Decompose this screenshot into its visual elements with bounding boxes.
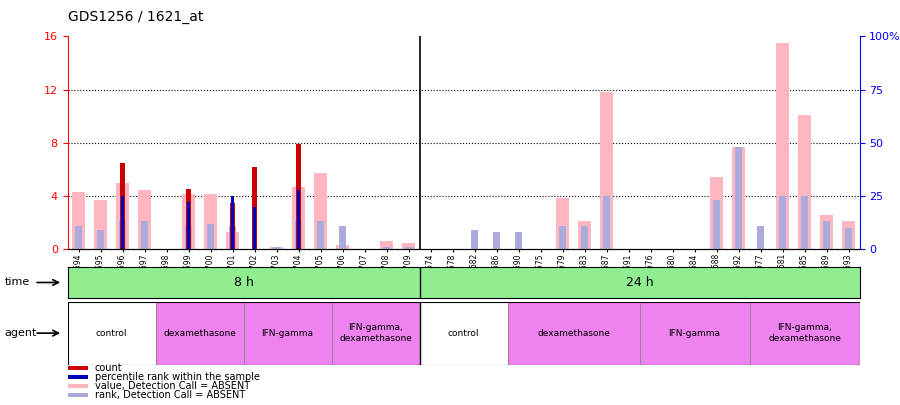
- Text: IFN-gamma: IFN-gamma: [262, 328, 313, 338]
- Bar: [185, 226, 192, 249]
- Bar: [244, 302, 331, 365]
- Bar: [339, 226, 346, 249]
- Bar: [252, 167, 257, 249]
- Bar: [68, 302, 156, 365]
- Bar: [842, 222, 854, 249]
- Bar: [227, 232, 239, 249]
- Bar: [405, 247, 412, 249]
- Text: dexamethasone: dexamethasone: [163, 328, 236, 338]
- Bar: [735, 147, 742, 249]
- Bar: [141, 222, 148, 249]
- Bar: [76, 226, 82, 249]
- Bar: [419, 267, 870, 298]
- Text: IFN-gamma,
dexamethasone: IFN-gamma, dexamethasone: [768, 324, 841, 343]
- Text: rank, Detection Call = ABSENT: rank, Detection Call = ABSENT: [94, 390, 245, 400]
- Bar: [579, 222, 590, 249]
- Bar: [97, 230, 104, 249]
- Bar: [824, 222, 830, 249]
- Bar: [733, 147, 744, 249]
- Bar: [402, 243, 415, 249]
- Bar: [600, 92, 613, 249]
- Bar: [419, 302, 508, 365]
- Text: control: control: [95, 328, 127, 338]
- Text: IFN-gamma: IFN-gamma: [669, 328, 721, 338]
- Bar: [274, 247, 280, 249]
- Bar: [314, 173, 327, 249]
- Bar: [801, 196, 808, 249]
- Bar: [295, 222, 302, 249]
- Bar: [713, 200, 720, 249]
- Bar: [94, 200, 106, 249]
- Bar: [292, 188, 304, 249]
- Text: dexamethasone: dexamethasone: [537, 328, 610, 338]
- Bar: [116, 183, 129, 249]
- Text: GDS1256 / 1621_at: GDS1256 / 1621_at: [68, 10, 203, 24]
- Bar: [183, 194, 194, 249]
- Bar: [515, 232, 522, 249]
- Text: 24 h: 24 h: [626, 276, 653, 289]
- Bar: [187, 202, 190, 249]
- Bar: [120, 163, 125, 249]
- Bar: [185, 189, 191, 249]
- Bar: [640, 302, 750, 365]
- Text: value, Detection Call = ABSENT: value, Detection Call = ABSENT: [94, 381, 250, 391]
- Bar: [508, 302, 640, 365]
- Bar: [297, 190, 301, 249]
- Bar: [270, 247, 283, 249]
- Bar: [230, 196, 234, 249]
- Bar: [845, 228, 851, 249]
- Bar: [603, 196, 610, 249]
- Text: count: count: [94, 363, 122, 373]
- Text: agent: agent: [4, 328, 37, 338]
- Bar: [72, 192, 85, 249]
- Text: control: control: [448, 328, 479, 338]
- Bar: [710, 177, 723, 249]
- Bar: [472, 230, 478, 249]
- Text: IFN-gamma,
dexamethasone: IFN-gamma, dexamethasone: [339, 324, 412, 343]
- Bar: [119, 222, 126, 249]
- Bar: [383, 247, 390, 249]
- Bar: [204, 194, 217, 249]
- Bar: [556, 198, 569, 249]
- Bar: [581, 226, 588, 249]
- Bar: [337, 245, 348, 249]
- Text: percentile rank within the sample: percentile rank within the sample: [94, 372, 260, 382]
- Bar: [559, 226, 566, 249]
- Bar: [750, 302, 859, 365]
- Bar: [139, 190, 150, 249]
- Bar: [381, 241, 392, 249]
- Bar: [493, 232, 500, 249]
- Bar: [253, 207, 256, 249]
- Bar: [230, 202, 235, 249]
- Bar: [68, 267, 419, 298]
- Bar: [331, 302, 419, 365]
- Bar: [207, 224, 214, 249]
- Bar: [798, 115, 811, 249]
- Bar: [296, 144, 302, 249]
- Text: time: time: [4, 277, 30, 288]
- Text: 8 h: 8 h: [234, 276, 254, 289]
- Bar: [156, 302, 244, 365]
- Bar: [777, 43, 788, 249]
- Bar: [821, 215, 833, 249]
- Bar: [230, 226, 236, 249]
- Bar: [121, 196, 124, 249]
- Bar: [757, 226, 764, 249]
- Bar: [317, 222, 324, 249]
- Bar: [779, 196, 786, 249]
